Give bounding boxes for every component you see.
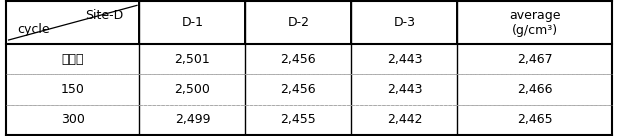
Text: 2,467: 2,467 bbox=[517, 53, 552, 66]
Text: D-2: D-2 bbox=[287, 16, 310, 29]
Text: 2,442: 2,442 bbox=[387, 113, 422, 126]
Text: average
(g/cm³): average (g/cm³) bbox=[509, 9, 561, 37]
Text: 2,456: 2,456 bbox=[281, 53, 316, 66]
Bar bbox=[457, 105, 612, 135]
Bar bbox=[6, 44, 140, 74]
Text: 300: 300 bbox=[61, 113, 85, 126]
Bar bbox=[352, 44, 457, 74]
Bar bbox=[352, 74, 457, 105]
Text: 초기값: 초기값 bbox=[62, 53, 84, 66]
Bar bbox=[352, 105, 457, 135]
Text: 2,501: 2,501 bbox=[174, 53, 210, 66]
Bar bbox=[140, 74, 245, 105]
Text: 2,443: 2,443 bbox=[387, 53, 422, 66]
Bar bbox=[352, 1, 457, 44]
Bar bbox=[245, 105, 352, 135]
Bar bbox=[245, 44, 352, 74]
Text: 2,456: 2,456 bbox=[281, 83, 316, 96]
Text: D-1: D-1 bbox=[182, 16, 203, 29]
Bar bbox=[140, 44, 245, 74]
Text: cycle: cycle bbox=[17, 23, 49, 36]
Bar bbox=[457, 44, 612, 74]
Bar bbox=[6, 1, 140, 44]
Bar bbox=[6, 105, 140, 135]
Bar bbox=[6, 74, 140, 105]
Text: 2,500: 2,500 bbox=[174, 83, 210, 96]
Bar bbox=[245, 1, 352, 44]
Text: 2,455: 2,455 bbox=[281, 113, 316, 126]
Bar bbox=[457, 74, 612, 105]
Text: Site-D: Site-D bbox=[85, 9, 124, 22]
Bar bbox=[140, 105, 245, 135]
Text: 150: 150 bbox=[61, 83, 85, 96]
Text: 2,443: 2,443 bbox=[387, 83, 422, 96]
Text: D-3: D-3 bbox=[394, 16, 415, 29]
Bar bbox=[457, 1, 612, 44]
Text: 2,499: 2,499 bbox=[175, 113, 210, 126]
Bar bbox=[140, 1, 245, 44]
Text: 2,466: 2,466 bbox=[517, 83, 552, 96]
Bar bbox=[245, 74, 352, 105]
Text: 2,465: 2,465 bbox=[517, 113, 552, 126]
